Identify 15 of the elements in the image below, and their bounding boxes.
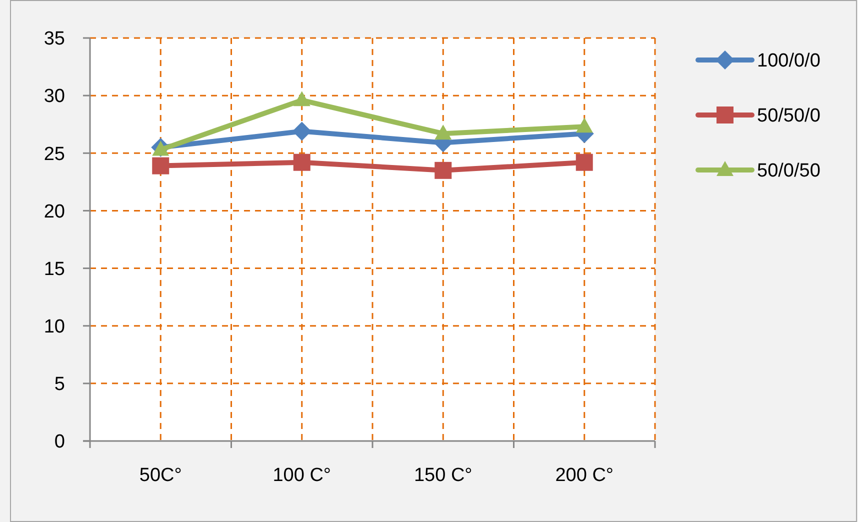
y-tick-label: 35	[44, 28, 65, 50]
y-tick-label: 0	[54, 432, 65, 453]
y-tick-label: 25	[44, 144, 65, 165]
y-tick-label: 5	[54, 374, 65, 396]
legend-label: 50/50/0	[757, 106, 820, 127]
x-tick-label: 150 C°	[414, 465, 472, 486]
x-tick-label: 50C°	[139, 465, 182, 486]
x-tick-label: 100 C°	[272, 465, 332, 486]
legend-label: 50/0/50	[757, 160, 820, 182]
y-tick-label: 20	[44, 201, 65, 222]
y-tick-label: 15	[44, 258, 65, 280]
y-tick-label: 10	[44, 316, 65, 338]
y-tick-label: 30	[44, 86, 65, 108]
x-tick-label: 200 C°	[555, 465, 614, 486]
legend-label: 100/0/0	[757, 50, 820, 72]
